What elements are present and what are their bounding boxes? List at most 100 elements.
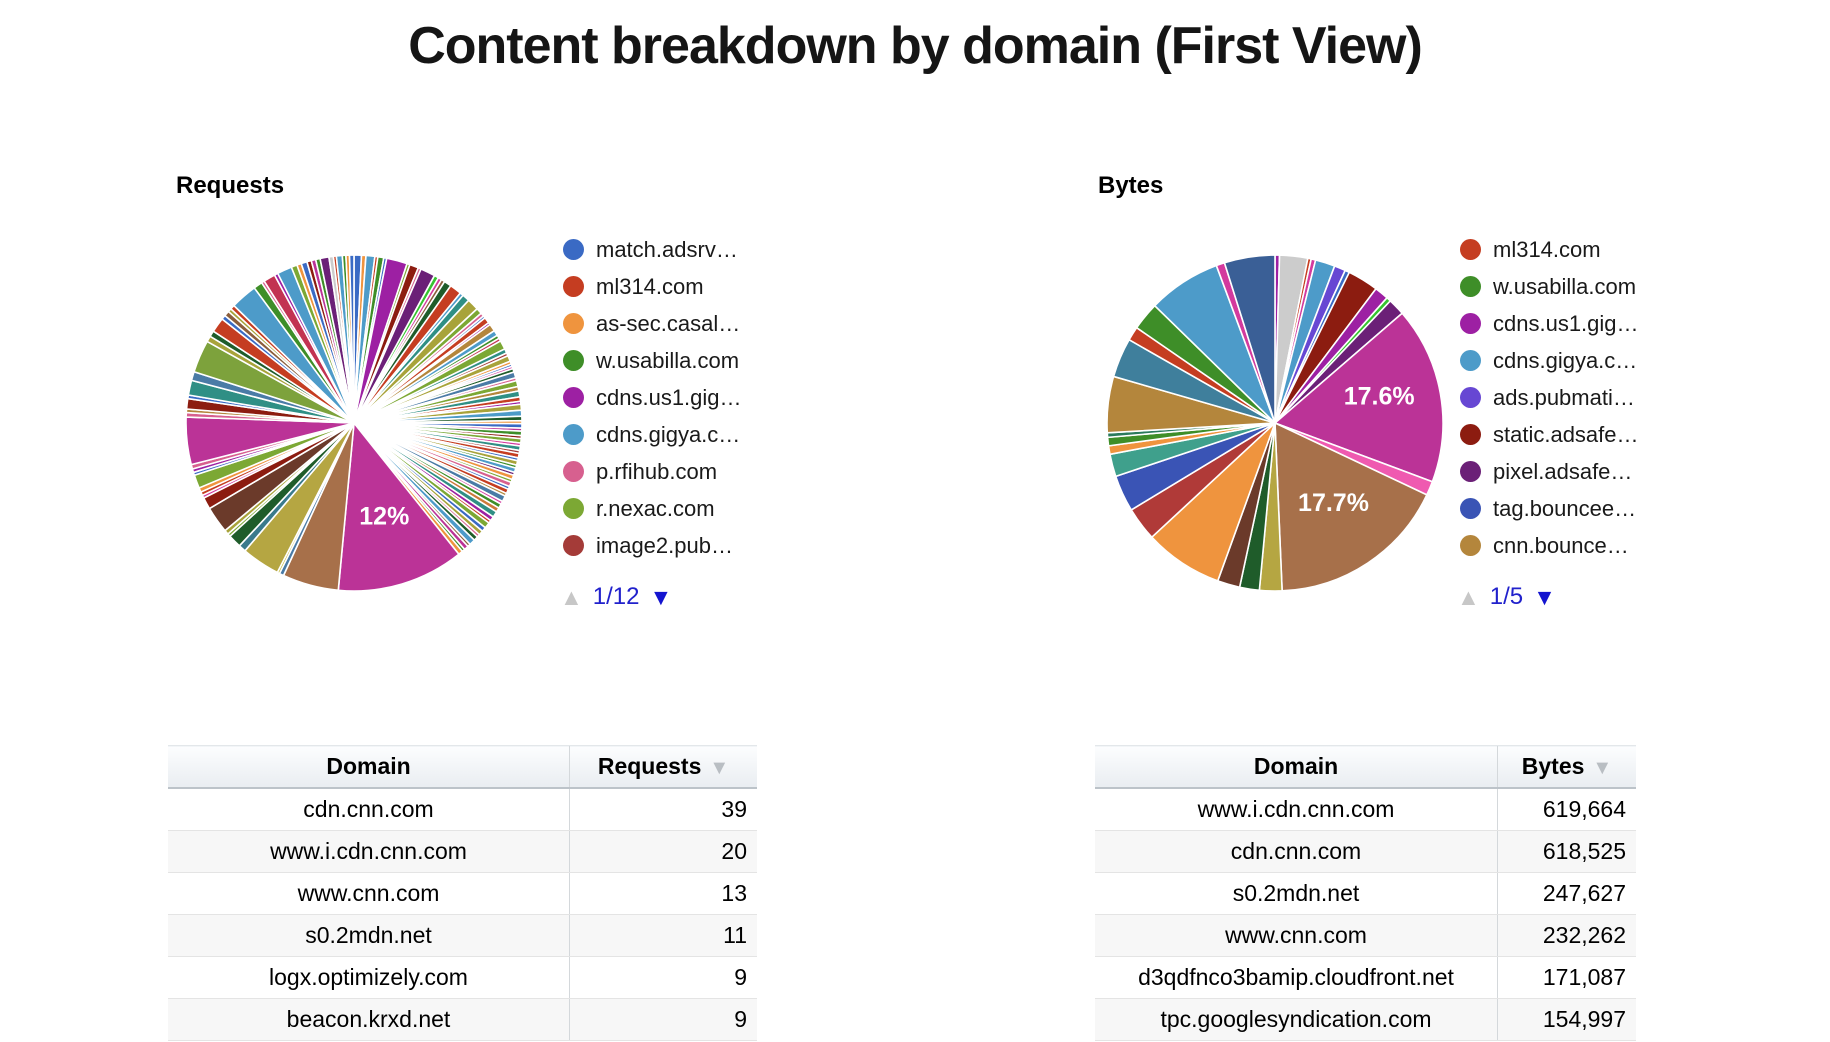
legend-label: w.usabilla.com <box>1493 273 1637 299</box>
legend-label: pixel.adsafe… <box>1493 458 1633 484</box>
pie-slice[interactable] <box>1274 312 1444 483</box>
legend-label: image2.pub… <box>596 532 733 558</box>
legend-item[interactable]: r.nexac.com <box>563 490 742 527</box>
legend-item[interactable]: w.usabilla.com <box>563 342 742 379</box>
legend-page-down-icon[interactable]: ▼ <box>649 583 673 610</box>
value-cell: 11 <box>569 914 757 957</box>
table-row: s0.2mdn.net 11 <box>168 914 757 957</box>
requests-chart-title: Requests <box>176 172 285 199</box>
pie-slice[interactable] <box>348 254 355 424</box>
column-header-requests[interactable]: Requests ▼ <box>569 745 757 789</box>
table-row: www.i.cdn.cnn.com 20 <box>168 830 757 873</box>
legend-page-down-icon[interactable]: ▼ <box>1533 583 1556 610</box>
legend-item[interactable]: as-sec.casal… <box>563 305 742 342</box>
value-cell: 9 <box>569 998 757 1041</box>
value-cell: 39 <box>569 788 757 831</box>
table-row: logx.optimizely.com 9 <box>168 956 757 999</box>
value-cell: 247,627 <box>1497 872 1636 915</box>
value-cell: 618,525 <box>1497 830 1636 873</box>
legend-item[interactable]: cdns.gigya.c… <box>1460 342 1639 379</box>
table-row: www.cnn.com 13 <box>168 872 757 915</box>
bytes-pie-chart[interactable]: 17.6% 17.7% <box>1102 250 1448 596</box>
table-row: cdn.cnn.com 39 <box>168 788 757 831</box>
legend-color-dot-icon <box>1460 387 1481 408</box>
legend-item[interactable]: cnn.bounce… <box>1460 527 1639 564</box>
sort-descending-icon: ▼ <box>1592 757 1613 779</box>
legend-item[interactable]: p.rfihub.com <box>563 453 742 490</box>
value-cell: 9 <box>569 956 757 999</box>
value-cell: 20 <box>569 830 757 873</box>
legend-page-up-icon[interactable]: ▲ <box>560 583 583 610</box>
domain-cell: cdn.cnn.com <box>168 788 570 831</box>
column-header-domain[interactable]: Domain <box>1095 745 1498 789</box>
legend-label: cnn.bounce… <box>1493 532 1629 558</box>
legend-color-dot-icon <box>1460 535 1481 556</box>
legend-label: r.nexac.com <box>596 495 715 521</box>
legend-item[interactable]: match.adsrv… <box>563 231 742 268</box>
legend-label: w.usabilla.com <box>596 347 740 373</box>
requests-legend-page-indicator: 1/12 <box>592 583 640 610</box>
value-cell: 619,664 <box>1497 788 1636 831</box>
legend-color-dot-icon <box>563 535 584 556</box>
legend-item[interactable]: w.usabilla.com <box>1460 268 1639 305</box>
legend-item[interactable]: ml314.com <box>1460 231 1639 268</box>
legend-label: ads.pubmati… <box>1493 384 1635 410</box>
domain-cell: www.cnn.com <box>1095 914 1498 957</box>
pie-slice[interactable] <box>337 422 460 592</box>
domain-cell: s0.2mdn.net <box>168 914 570 957</box>
domain-cell: www.cnn.com <box>168 872 570 915</box>
legend-color-dot-icon <box>563 387 584 408</box>
requests-pie-chart[interactable]: 12% <box>181 250 527 596</box>
pie-slice[interactable] <box>1274 422 1428 592</box>
requests-table: Domain Requests ▼ cdn.cnn.com 39 www.i.cdn.cn… <box>168 745 757 1041</box>
legend-color-dot-icon <box>563 350 584 371</box>
legend-color-dot-icon <box>1460 313 1481 334</box>
legend-color-dot-icon <box>1460 424 1481 445</box>
legend-item[interactable]: cdns.gigya.c… <box>563 416 742 453</box>
legend-color-dot-icon <box>563 461 584 482</box>
legend-color-dot-icon <box>1460 461 1481 482</box>
pie-slice[interactable] <box>1223 254 1276 424</box>
sort-descending-icon: ▼ <box>709 757 730 779</box>
domain-cell: s0.2mdn.net <box>1095 872 1498 915</box>
pie-slice-percentage-label: 17.6% <box>1344 382 1415 410</box>
legend-item[interactable]: ml314.com <box>563 268 742 305</box>
legend-color-dot-icon <box>563 498 584 519</box>
legend-item[interactable]: image2.pub… <box>563 527 742 564</box>
table-row: www.cnn.com 232,262 <box>1095 914 1636 957</box>
legend-label: static.adsafe… <box>1493 421 1639 447</box>
column-header-domain[interactable]: Domain <box>168 745 570 789</box>
table-row: tpc.googlesyndication.com 154,997 <box>1095 998 1636 1041</box>
domain-cell: beacon.krxd.net <box>168 998 570 1041</box>
legend-item[interactable]: pixel.adsafe… <box>1460 453 1639 490</box>
legend-item[interactable]: ads.pubmati… <box>1460 379 1639 416</box>
value-cell: 154,997 <box>1497 998 1636 1041</box>
bytes-chart-title: Bytes <box>1098 172 1164 199</box>
table-row: d3qdfnco3bamip.cloudfront.net 171,087 <box>1095 956 1636 999</box>
legend-label: cdns.gigya.c… <box>1493 347 1638 373</box>
legend-color-dot-icon <box>563 313 584 334</box>
legend-label: cdns.gigya.c… <box>596 421 741 447</box>
requests-legend: match.adsrv… ml314.com as-sec.casal… w.usab… <box>563 231 742 564</box>
domain-cell: d3qdfnco3bamip.cloudfront.net <box>1095 956 1498 999</box>
legend-item[interactable]: cdns.us1.gig… <box>1460 305 1639 342</box>
column-header-bytes[interactable]: Bytes ▼ <box>1497 745 1636 789</box>
legend-color-dot-icon <box>563 424 584 445</box>
bytes-legend: ml314.com w.usabilla.com cdns.us1.gig… cdns… <box>1460 231 1639 564</box>
legend-label: p.rfihub.com <box>596 458 718 484</box>
legend-page-up-icon[interactable]: ▲ <box>1457 583 1480 610</box>
bytes-table: Domain Bytes ▼ www.i.cdn.cnn.com 619,664 cdn.… <box>1095 745 1636 1041</box>
legend-color-dot-icon <box>1460 350 1481 371</box>
legend-item[interactable]: cdns.us1.gig… <box>563 379 742 416</box>
domain-cell: cdn.cnn.com <box>1095 830 1498 873</box>
legend-color-dot-icon <box>563 239 584 260</box>
legend-item[interactable]: tag.bouncee… <box>1460 490 1639 527</box>
legend-label: ml314.com <box>1493 236 1601 262</box>
table-row: cdn.cnn.com 618,525 <box>1095 830 1636 873</box>
legend-color-dot-icon <box>1460 498 1481 519</box>
domain-cell: logx.optimizely.com <box>168 956 570 999</box>
legend-item[interactable]: static.adsafe… <box>1460 416 1639 453</box>
bytes-legend-pager: ▲ 1/5 ▼ <box>1457 583 1556 611</box>
pie-slice-percentage-label: 17.7% <box>1298 489 1369 517</box>
requests-legend-pager: ▲ 1/12 ▼ <box>560 583 672 611</box>
